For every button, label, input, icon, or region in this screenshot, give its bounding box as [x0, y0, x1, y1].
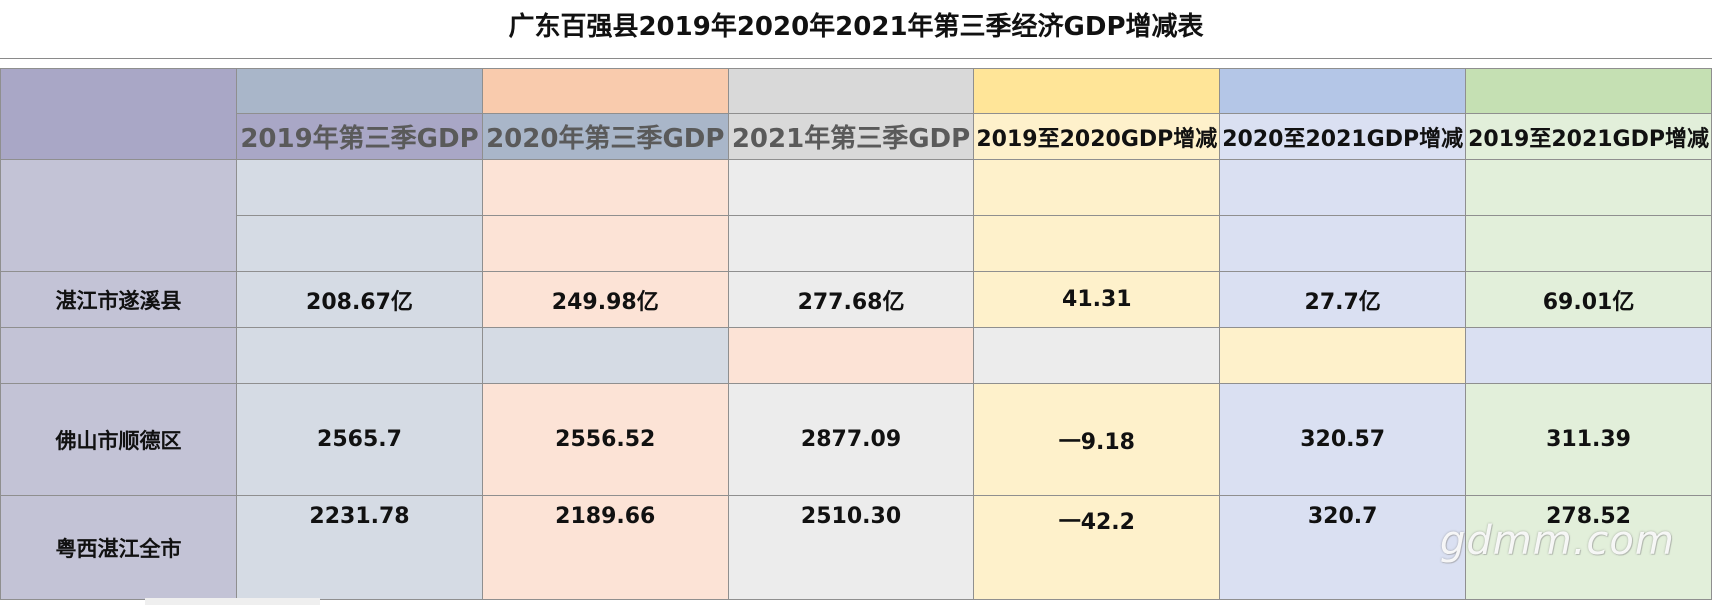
header-strip-cell	[1219, 68, 1467, 114]
header-top-row	[0, 68, 1712, 160]
header-row: 2019年第三季GDP 2020年第三季GDP 2021年第三季GDP 2019…	[1, 113, 1712, 160]
table-cell: 41.31	[973, 271, 1221, 328]
empty-cell	[481, 215, 729, 272]
empty-cell	[1219, 215, 1467, 272]
table-cell: 一9.18	[973, 383, 1221, 496]
table-cell: 2510.30	[727, 495, 975, 600]
header-strip-cell	[973, 68, 1221, 114]
column-header: 2019至2021GDP增减	[1465, 113, 1712, 160]
table-cell: 69.01亿	[1465, 271, 1712, 328]
table-cell: 278.52	[1465, 495, 1712, 600]
empty-cell	[481, 159, 729, 216]
table-cell: 2189.66	[481, 495, 729, 600]
header-strip-cell	[236, 68, 483, 114]
empty-cell	[236, 215, 483, 272]
table-cell: 320.57	[1219, 383, 1467, 496]
empty-cell	[0, 159, 238, 272]
watermark-text: gdmm.com	[1440, 518, 1675, 564]
table-cell: 一42.2	[973, 495, 1221, 600]
header-corner-cell	[0, 68, 238, 160]
row-label: 佛山市顺德区	[0, 383, 238, 496]
header-strip-cell	[481, 68, 729, 114]
empty-cell	[727, 327, 975, 384]
table-row	[0, 159, 1712, 272]
column-header: 2021年第三季GDP	[727, 113, 975, 160]
title-divider	[0, 58, 1712, 59]
row-label: 粤西湛江全市	[0, 495, 238, 600]
empty-cell	[1219, 159, 1467, 216]
empty-cell	[973, 159, 1221, 216]
table-cell: 2877.09	[727, 383, 975, 496]
table-row-suixi: 湛江市遂溪县 208.67亿 249.98亿 277.68亿 41.31 27.…	[0, 271, 1712, 328]
table-row	[1, 215, 1712, 272]
empty-cell	[973, 327, 1221, 384]
empty-cell	[236, 159, 483, 216]
table-cell: 320.7	[1219, 495, 1467, 600]
empty-cell	[727, 159, 975, 216]
column-header: 2020年第三季GDP	[481, 113, 729, 160]
table-cell: 249.98亿	[481, 271, 729, 328]
empty-cell	[1465, 327, 1712, 384]
table-cell: 311.39	[1465, 383, 1712, 496]
row-label: 湛江市遂溪县	[0, 271, 238, 328]
empty-cell	[481, 327, 729, 384]
table-cell: 277.68亿	[727, 271, 975, 328]
table-cell: 208.67亿	[236, 271, 483, 328]
empty-cell	[236, 327, 483, 384]
table-row	[0, 327, 1712, 384]
page-title: 广东百强县2019年2020年2021年第三季经济GDP增减表	[508, 12, 1204, 42]
table-cell: 2565.7	[236, 383, 483, 496]
column-header: 2019年第三季GDP	[236, 113, 483, 160]
gdp-table: 2019年第三季GDP 2020年第三季GDP 2021年第三季GDP 2019…	[0, 68, 1712, 600]
empty-cell	[973, 215, 1221, 272]
empty-cell	[1465, 215, 1712, 272]
header-strip-cell	[727, 68, 975, 114]
empty-cell	[1219, 327, 1467, 384]
table-row-zhanjiang: 粤西湛江全市 2231.78 2189.66 2510.30 一42.2 320…	[0, 495, 1712, 600]
table-row-shunde: 佛山市顺德区 2565.7 2556.52 2877.09 一9.18 320.…	[0, 383, 1712, 496]
empty-cell	[0, 327, 238, 384]
empty-cell	[1465, 159, 1712, 216]
empty-cell	[727, 215, 975, 272]
column-header: 2020至2021GDP增减	[1219, 113, 1467, 160]
table-cell: 2556.52	[481, 383, 729, 496]
table-cell: 27.7亿	[1219, 271, 1467, 328]
table-cell: 2231.78	[236, 495, 483, 600]
bottom-strip	[145, 598, 320, 605]
column-header: 2019至2020GDP增减	[973, 113, 1221, 160]
header-strip-cell	[1465, 68, 1712, 114]
